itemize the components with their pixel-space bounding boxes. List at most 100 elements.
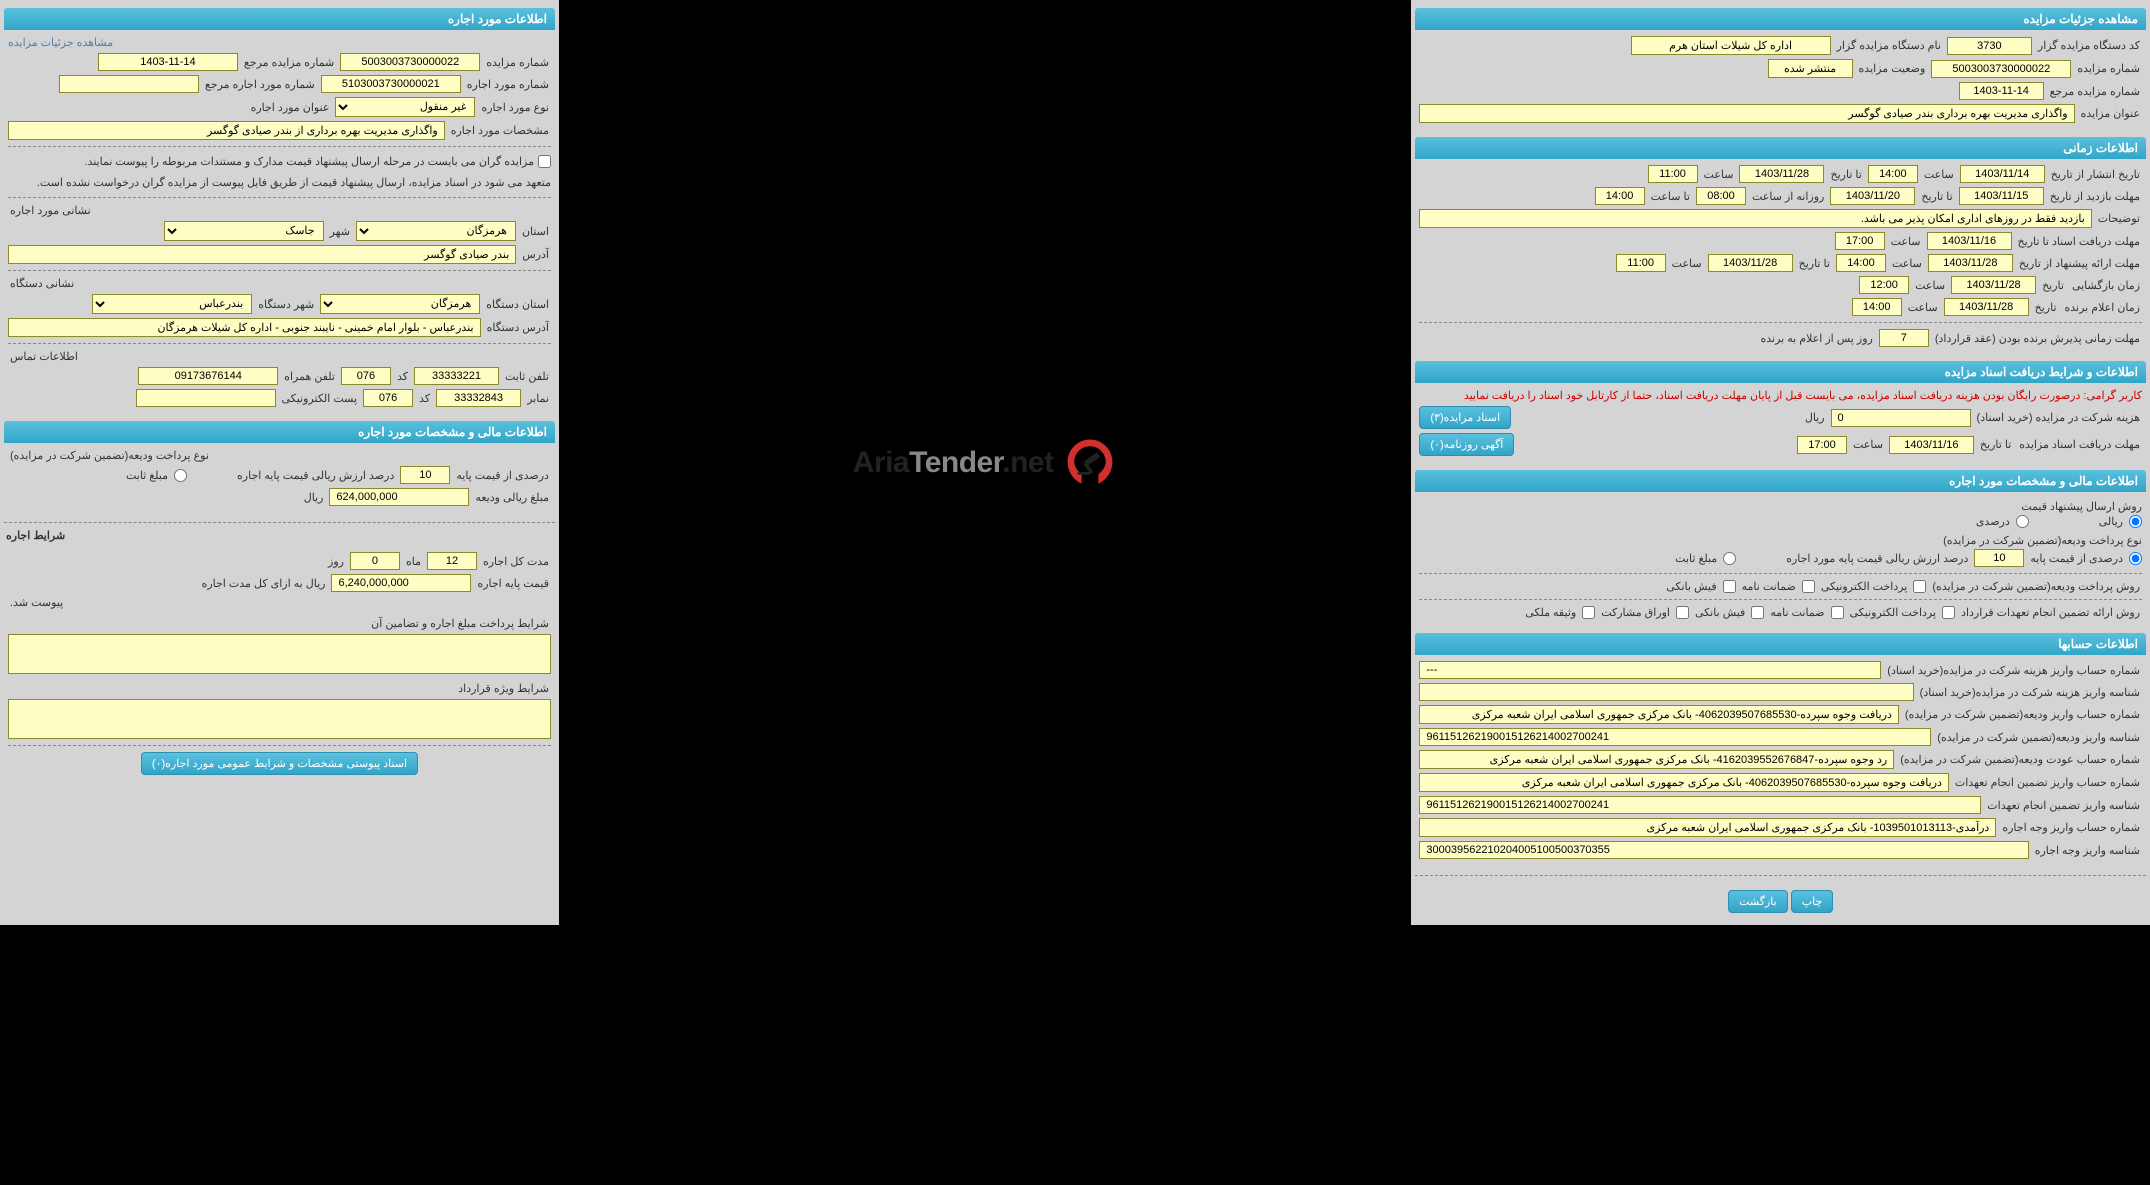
chk-bank2[interactable] [1751, 606, 1764, 619]
field-rent-ref [59, 75, 199, 93]
select-org-city[interactable]: بندرعباس [92, 294, 252, 314]
field-code: 3730 [1947, 37, 2032, 55]
label-acc9: شناسه واریز وجه اجاره [2033, 844, 2142, 857]
label-to-date3: تا تاریخ [1797, 257, 1832, 270]
field-base: 6,240,000,000 [331, 574, 471, 592]
field-address: بندر صیادی گوگسر [8, 245, 516, 264]
label-day: روز [326, 555, 346, 568]
label-org-addr: نشانی دستگاه [8, 277, 76, 290]
label-phone: تلفن ثابت [503, 370, 551, 383]
label-acc3: شماره حساب واریز ودیعه(تضمین شرکت در مزا… [1903, 708, 2142, 721]
radio-pct-r[interactable] [2129, 552, 2142, 565]
chk-property[interactable] [1582, 606, 1595, 619]
select-org-province[interactable]: هرمزگان [320, 294, 480, 314]
field-ref: 1403-11-14 [1959, 82, 2044, 100]
label-hour3: ساعت [1889, 235, 1923, 248]
textarea-pay-terms[interactable] [8, 634, 551, 674]
btn-docs[interactable]: اسناد مزایده(۳) [1419, 406, 1511, 429]
field-rent-num: 5103003730000021 [321, 75, 461, 93]
chk-epay[interactable] [1913, 580, 1926, 593]
label-org-province: استان دستگاه [484, 298, 551, 311]
label-publish-from: تاریخ انتشار از تاریخ [2049, 168, 2142, 181]
label-chk-securities: اوراق مشارکت [1599, 606, 1672, 619]
label-month: ماه [404, 555, 423, 568]
select-province[interactable]: هرمزگان [356, 221, 516, 241]
btn-print[interactable]: چاپ [1791, 890, 1834, 913]
label-province: استان [520, 225, 551, 238]
field-docs-deadline-date: 1403/11/16 [1927, 232, 2012, 250]
label-hour8: ساعت [1851, 438, 1885, 451]
chk-guarantee2[interactable] [1831, 606, 1844, 619]
label-num: شماره مزایده [2075, 62, 2142, 75]
label-terms: شرایط اجاره [4, 529, 67, 542]
field-docs-deadline-hour: 17:00 [1835, 232, 1885, 250]
field-acc1: --- [1419, 661, 1881, 679]
field-offer-to-date: 1403/11/28 [1708, 254, 1793, 272]
watermark-text: AriaTender.net [853, 446, 1054, 480]
section-financial-r: اطلاعات مالی و مشخصات مورد اجاره [1415, 470, 2146, 492]
label-hour5: ساعت [1670, 257, 1704, 270]
field-daily-from-hour: 08:00 [1696, 187, 1746, 205]
field-offer-deadline-hour: 14:00 [1836, 254, 1886, 272]
field-org-address: بندرعباس - بلوار امام خمینی - نایبند جنو… [8, 318, 481, 337]
label-chk-guarantee: ضمانت نامه [1740, 580, 1798, 593]
label-daily-from: روزانه از ساعت [1750, 190, 1826, 203]
label-chk-epay2: پرداخت الکترونیکی [1848, 606, 1939, 619]
textarea-special[interactable] [8, 699, 551, 739]
chk-securities[interactable] [1676, 606, 1689, 619]
section-financial-l: اطلاعات مالی و مشخصات مورد اجاره [4, 421, 555, 443]
field-offer-to-hour: 11:00 [1616, 254, 1666, 272]
label-to-date4: تا تاریخ [1978, 438, 2013, 451]
radio-fixed-r[interactable] [1723, 552, 1736, 565]
field-months: 12 [427, 552, 477, 570]
radio-percent[interactable] [2016, 515, 2029, 528]
select-type[interactable]: غیر منقول [335, 97, 475, 117]
section-docs: اطلاعات و شرایط دریافت اسناد مزایده [1415, 361, 2146, 383]
label-rial: ریال [1803, 411, 1827, 424]
btn-attach[interactable]: اسناد پیوستی مشخصات و شرایط عمومی مورد ا… [141, 752, 418, 775]
label-city: شهر [328, 225, 352, 238]
label-pay-method: روش پرداخت ودیعه(تضمین شرکت در مزایده) [1930, 580, 2142, 593]
section-accounts: اطلاعات حسابها [1415, 633, 2146, 655]
label-title-l: عنوان مورد اجاره [249, 101, 332, 114]
label-fax: نمابر [525, 392, 551, 405]
label-visit-from: مهلت بازدید از تاریخ [2048, 190, 2142, 203]
select-city[interactable]: جاسک [164, 221, 324, 241]
label-open: زمان بازگشایی [2070, 279, 2142, 292]
label-method: روش ارسال پیشنهاد قیمت [1419, 498, 2142, 515]
label-acc5: شماره حساب عودت ودیعه(تضمین شرکت در مزای… [1898, 753, 2142, 766]
field-visit-from-date: 1403/11/15 [1959, 187, 2044, 205]
chk-info1[interactable] [538, 155, 551, 168]
label-to-date2: تا تاریخ [1919, 190, 1954, 203]
label-duration: مدت کل اجاره [481, 555, 551, 568]
label-hour4: ساعت [1890, 257, 1924, 270]
btn-news[interactable]: آگهی روزنامه(۰) [1419, 433, 1514, 456]
label-rial-l: ریال [302, 491, 326, 504]
label-num-l: شماره مزایده [484, 56, 551, 69]
label-attached: پیوست شد. [8, 596, 65, 609]
label-ref: شماره مزایده مرجع [2048, 85, 2142, 98]
field-deposit: 624,000,000 [329, 488, 469, 506]
label-base: قیمت پایه اجاره [475, 577, 551, 590]
label-date2: تاریخ [2033, 301, 2059, 314]
label-docs-deadline: مهلت دریافت اسناد تا تاریخ [2016, 235, 2142, 248]
chk-bank[interactable] [1723, 580, 1736, 593]
field-open-hour: 12:00 [1859, 276, 1909, 294]
field-email [136, 389, 276, 407]
chk-guarantee[interactable] [1802, 580, 1815, 593]
label-accept-suffix: روز پس از اعلام به برنده [1758, 332, 1874, 345]
gavel-icon [1062, 435, 1118, 491]
label-org-address: آدرس دستگاه [485, 321, 551, 334]
opt-fixed-r: مبلغ ثابت [1673, 552, 1719, 565]
field-acc8: درآمدی-1039501013113- بانک مرکزی جمهوری … [1419, 818, 1996, 837]
opt-rial: ریالی [2097, 515, 2125, 528]
label-notes: توضیحات [2096, 212, 2142, 225]
link-details[interactable]: مشاهده جزئیات مزایده [8, 36, 113, 49]
chk-epay2[interactable] [1942, 606, 1955, 619]
field-acc6: دریافت وجوه سپرده-4062039507685530- بانک… [1419, 773, 1949, 792]
radio-fixed-l[interactable] [174, 469, 187, 482]
label-offer-deadline: مهلت ارائه پیشنهاد از تاریخ [2017, 257, 2142, 270]
field-spec: واگذاری مدیریت بهره برداری از بندر صیادی… [8, 121, 445, 140]
btn-back[interactable]: بازگشت [1728, 890, 1788, 913]
radio-rial[interactable] [2129, 515, 2142, 528]
